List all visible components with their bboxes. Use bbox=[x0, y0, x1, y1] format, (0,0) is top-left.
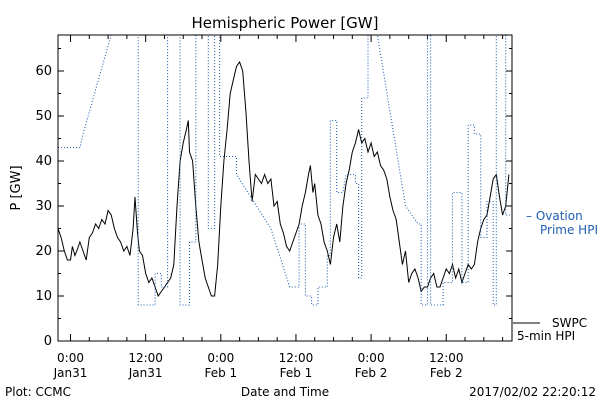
series-layer bbox=[57, 34, 512, 306]
x-tick-time-label: 0:00 bbox=[57, 351, 84, 365]
y-tick-label: 10 bbox=[35, 289, 52, 304]
series-swpc-line bbox=[57, 60, 510, 298]
y-tick-label: 40 bbox=[35, 154, 52, 169]
legend-ovation-line2: Prime HPI bbox=[540, 223, 598, 237]
legend-ovation-line1: – Ovation bbox=[526, 209, 583, 223]
y-tick-label: 20 bbox=[35, 244, 52, 259]
x-tick-time-label: 0:00 bbox=[358, 351, 385, 365]
x-tick-date-label: Feb 1 bbox=[280, 366, 313, 380]
x-tick-date-label: Jan31 bbox=[128, 366, 163, 380]
x-tick-date-label: Jan31 bbox=[53, 366, 88, 380]
y-tick-label: 50 bbox=[35, 109, 52, 124]
y-tick-label: 0 bbox=[44, 334, 52, 349]
legend-swpc-line1: SWPC bbox=[552, 316, 587, 330]
x-tick-date-label: Feb 2 bbox=[430, 366, 463, 380]
x-tick-time-label: 12:00 bbox=[128, 351, 163, 365]
plot-timestamp: 2017/02/02 22:20:12 bbox=[469, 385, 596, 399]
y-tick-label: 60 bbox=[35, 64, 52, 79]
y-tick-label: 30 bbox=[35, 199, 52, 214]
plot-credit: Plot: CCMC bbox=[5, 385, 71, 399]
y-axis-label: P [GW] bbox=[9, 165, 24, 210]
x-tick-date-label: Feb 2 bbox=[355, 366, 388, 380]
chart-title: Hemispheric Power [GW] bbox=[192, 14, 379, 32]
legend-swpc-line2: 5-min HPI bbox=[517, 329, 575, 343]
x-axis-label: Date and Time bbox=[241, 385, 329, 399]
plot-frame bbox=[57, 34, 513, 342]
x-tick-time-label: 12:00 bbox=[429, 351, 464, 365]
x-tick-date-label: Feb 1 bbox=[204, 366, 237, 380]
x-tick-time-label: 12:00 bbox=[279, 351, 314, 365]
y-axis-ticks: 0 10 20 30 40 50 60 bbox=[35, 48, 512, 349]
x-tick-time-label: 0:00 bbox=[207, 351, 234, 365]
series-ovation-line bbox=[58, 34, 512, 306]
